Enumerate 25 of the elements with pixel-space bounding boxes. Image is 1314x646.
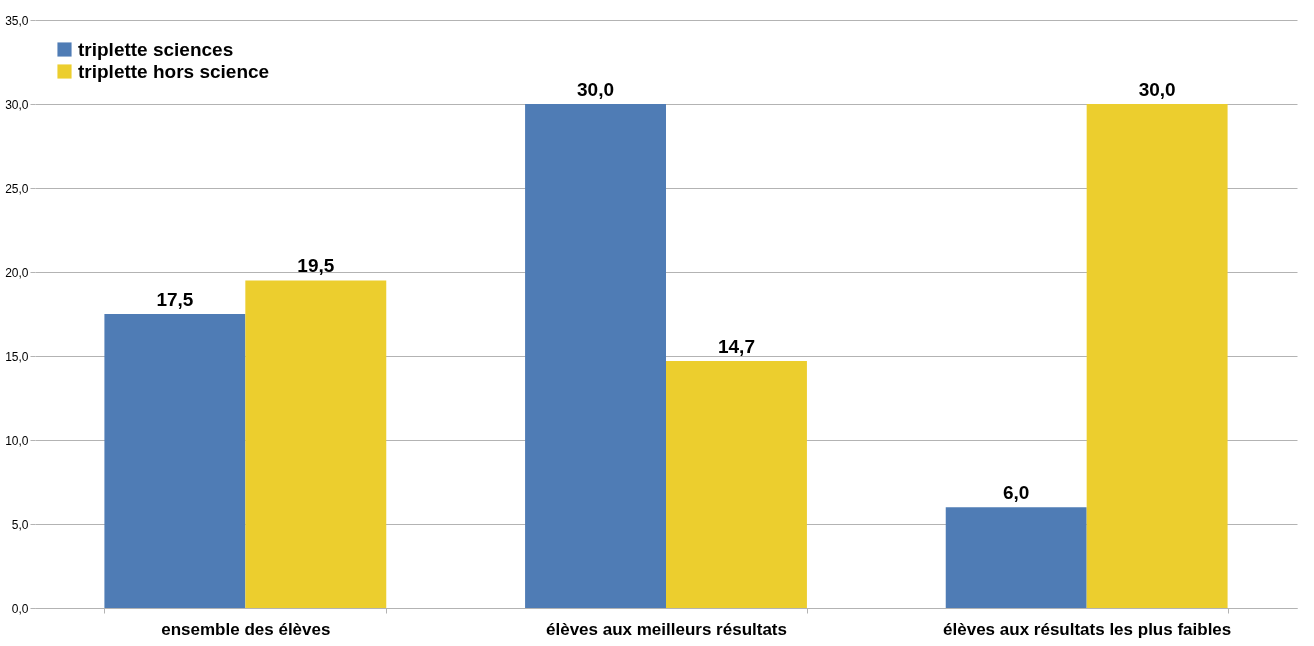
bar	[525, 104, 666, 608]
y-tick-label: 35,0	[5, 13, 29, 28]
bar	[245, 280, 387, 608]
legend-label: triplette sciences	[78, 38, 234, 60]
data-label: 19,5	[297, 255, 335, 277]
data-label: 30,0	[1138, 79, 1176, 100]
y-tick-label: 15,0	[5, 349, 29, 364]
y-tick-label: 10,0	[5, 433, 29, 448]
x-tick-label: élèves aux résultats les plus faibles	[943, 619, 1232, 639]
bar	[666, 361, 807, 608]
x-tick-label: élèves aux meilleurs résultats	[546, 619, 787, 639]
legend-label: triplette hors science	[78, 60, 270, 82]
y-tick-label: 30,0	[5, 97, 29, 112]
data-label: 14,7	[717, 336, 755, 358]
bar	[945, 507, 1087, 608]
y-tick-label: 20,0	[5, 265, 29, 280]
bar	[104, 314, 246, 608]
data-label: 30,0	[577, 79, 615, 100]
y-tick-label: 0,0	[11, 601, 29, 616]
data-label: 6,0	[1002, 482, 1030, 504]
bar	[1086, 104, 1228, 608]
y-tick-label: 25,0	[5, 181, 29, 196]
y-tick-label: 5,0	[11, 517, 29, 532]
x-tick-label: ensemble des élèves	[161, 619, 331, 639]
data-label: 17,5	[156, 289, 194, 310]
